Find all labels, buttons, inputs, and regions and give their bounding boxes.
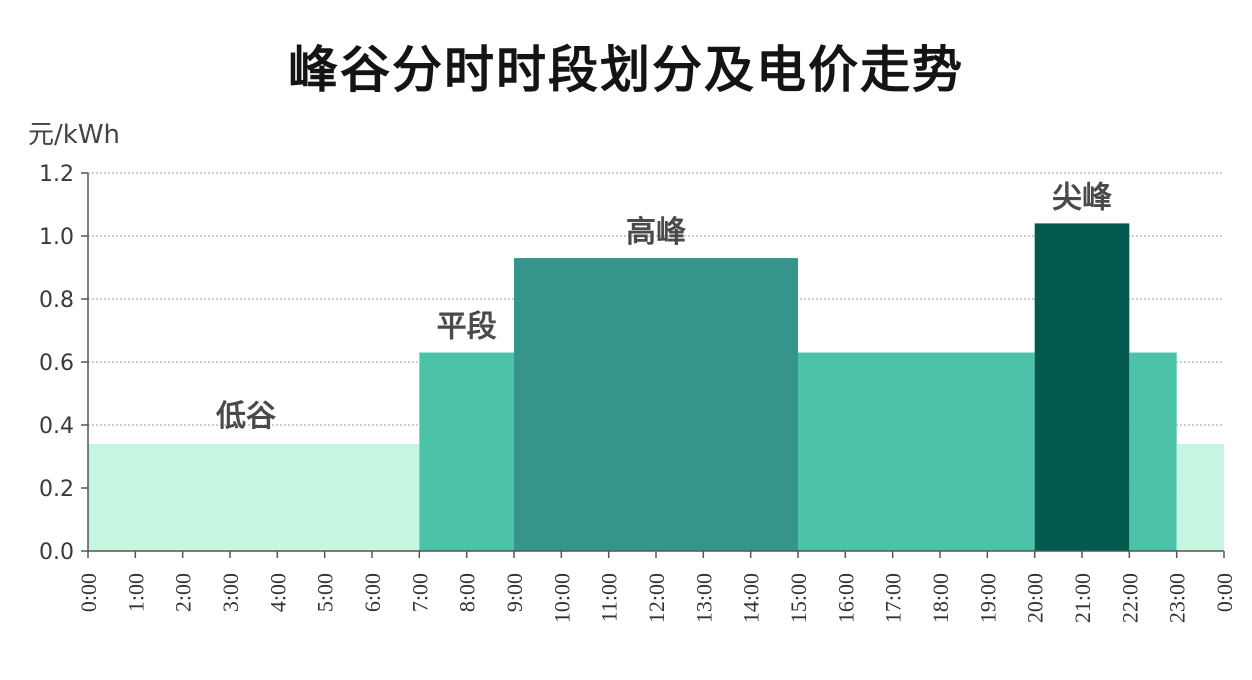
y-tick-label: 0.8 [39,288,74,313]
price-bar-segment [798,352,1035,551]
bars-layer [88,223,1224,551]
y-tick-label: 1.2 [39,162,74,187]
segment-label: 高峰 [626,215,686,250]
x-tick-label: 8:00 [455,573,480,612]
x-tick-label: 11:00 [597,573,622,622]
x-tick-label: 10:00 [549,573,574,623]
x-tick-label: 16:00 [833,573,858,623]
price-bar-segment [1129,352,1177,551]
x-tick-label: 21:00 [1070,573,1095,623]
price-bar-segment [88,443,420,551]
x-tick-label: 15:00 [786,573,811,623]
x-tick-label: 22:00 [1117,573,1142,623]
x-tick-label: 23:00 [1165,573,1190,623]
segment-label: 低谷 [215,399,276,434]
price-bar-segment [1176,443,1224,551]
x-tick-label: 7:00 [407,573,432,612]
x-tick-label: 5:00 [313,573,338,612]
y-axis-unit-label: 元/kWh [28,120,121,150]
y-tick-label: 0.2 [39,477,74,502]
price-bar-segment [1034,223,1130,551]
x-tick-label: 4:00 [265,573,290,612]
x-tick-label: 0:00 [76,573,101,612]
labels-layer: 低谷 平段 高峰 尖峰 [215,180,1112,434]
y-tick-label: 1.0 [39,225,74,250]
x-tick-label: 19:00 [975,573,1000,623]
x-tick-label: 14:00 [739,573,764,623]
segment-label: 尖峰 [1052,180,1112,215]
chart-title: 峰谷分时时段划分及电价走势 [288,41,964,99]
x-tick-label: 20:00 [1023,573,1048,623]
x-tick-label: 2:00 [171,573,196,612]
y-tick-label: 0.4 [39,414,74,439]
segment-label: 平段 [437,310,497,345]
x-tick-label: 17:00 [881,573,906,623]
x-tick-label: 13:00 [691,573,716,623]
y-tick-label: 0.0 [39,540,74,565]
price-bar-segment [419,352,514,551]
y-tick-label: 0.6 [39,351,74,376]
x-tick-label: 0:00 [1212,573,1237,612]
x-tick-label: 9:00 [502,573,527,612]
x-tick-label: 1:00 [123,573,148,612]
price-bar-segment [514,258,798,551]
x-tick-label: 6:00 [360,573,385,612]
x-tick-label: 3:00 [218,573,243,612]
x-tick-label: 18:00 [928,573,953,623]
x-tick-label: 12:00 [644,573,669,623]
axis-layer: 0.0 0.2 0.4 0.6 0.8 1.0 1.2 0:00 1:00 2:00 3:00 4:0… [39,162,1237,623]
